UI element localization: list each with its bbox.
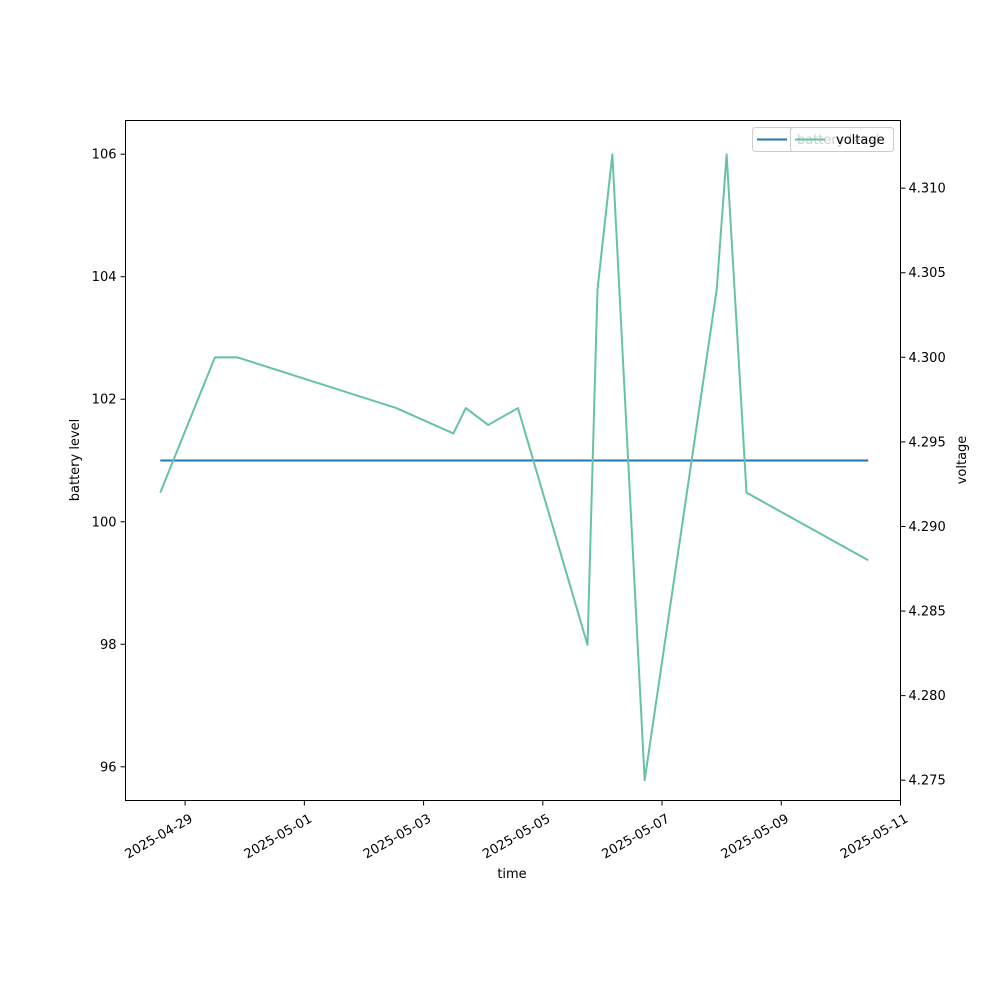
legend-right: voltage bbox=[790, 127, 894, 152]
y-right-tick-label: 4.290 bbox=[909, 520, 946, 535]
y-right-tick-label: 4.275 bbox=[909, 774, 946, 789]
y-axis-right: 4.275 4.280 4.285 4.290 4.295 4.300 4.305 4.310 bbox=[900, 182, 946, 789]
y-axis-left-title: battery level bbox=[68, 419, 83, 502]
x-axis-title: time bbox=[497, 867, 526, 882]
y-left-tick-label: 98 bbox=[100, 638, 117, 653]
y-axis-left: 96 98 100 102 104 106 bbox=[92, 148, 126, 775]
y-left-tick-label: 106 bbox=[92, 148, 117, 163]
y-right-tick-label: 4.300 bbox=[909, 351, 946, 366]
y-left-tick-label: 102 bbox=[92, 393, 117, 408]
y-right-tick-label: 4.305 bbox=[909, 266, 946, 281]
y-right-tick-label: 4.310 bbox=[909, 182, 946, 197]
series-line-1 bbox=[159, 153, 869, 782]
plot-frame bbox=[125, 120, 901, 801]
y-left-tick-label: 96 bbox=[100, 760, 117, 775]
y-left-tick-label: 100 bbox=[92, 515, 117, 530]
y-left-tick-label: 104 bbox=[92, 270, 117, 285]
y-right-tick-label: 4.295 bbox=[909, 435, 946, 450]
y-right-tick-label: 4.285 bbox=[909, 605, 946, 620]
y-axis-right-title: voltage bbox=[955, 436, 970, 485]
y-right-tick-label: 4.280 bbox=[909, 689, 946, 704]
legend-right-label: voltage bbox=[836, 133, 885, 148]
legend-right-box bbox=[790, 127, 894, 152]
